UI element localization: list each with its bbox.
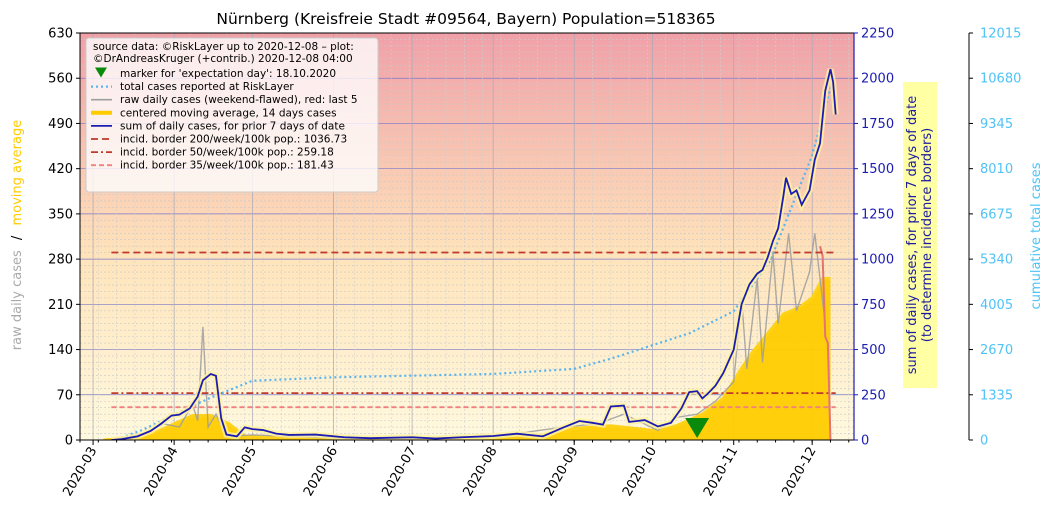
right1-tick-label: 2000 bbox=[861, 72, 894, 87]
legend-item-label: incid. border 35/week/100k pop.: 181.43 bbox=[120, 160, 334, 172]
left-tick-label: 560 bbox=[48, 72, 73, 87]
legend-item-label: raw daily cases (weekend-flawed), red: l… bbox=[120, 94, 358, 106]
left-axis-label-ma: moving average bbox=[10, 120, 25, 226]
right2-tick-label: 2670 bbox=[980, 343, 1013, 358]
x-tick-label: 2020-04 bbox=[141, 445, 181, 500]
left-tick-label: 140 bbox=[48, 343, 73, 358]
right2-tick-label: 12015 bbox=[980, 27, 1021, 42]
right2-tick-label: 10680 bbox=[980, 72, 1021, 87]
left-tick-label: 490 bbox=[48, 117, 73, 132]
right1-tick-label: 750 bbox=[861, 298, 886, 313]
right-axis-1-label-box bbox=[903, 82, 937, 388]
x-tick-label: 2020-07 bbox=[379, 445, 419, 500]
right1-tick-label: 1500 bbox=[861, 162, 894, 177]
right2-tick-label: 0 bbox=[980, 434, 988, 449]
right2-tick-label: 9345 bbox=[980, 117, 1013, 132]
left-tick-label: 0 bbox=[65, 434, 73, 449]
legend-marker-icon bbox=[95, 67, 107, 78]
right1-tick-label: 2250 bbox=[861, 27, 894, 42]
legend-box bbox=[85, 37, 379, 193]
x-tick-label: 2020-08 bbox=[460, 445, 500, 500]
left-axis-label-sep: / bbox=[10, 235, 25, 240]
right1-tick-label: 1750 bbox=[861, 117, 894, 132]
right-axis-1-label-1: sum of daily cases, for prior 7 days of … bbox=[905, 96, 920, 375]
legend-header-2: ©DrAndreasKruger (+contrib.) 2020-12-08 … bbox=[93, 53, 353, 65]
right1-tick-label: 500 bbox=[861, 343, 886, 358]
left-tick-label: 350 bbox=[48, 207, 73, 222]
right2-tick-label: 4005 bbox=[980, 298, 1013, 313]
legend-item-label: sum of daily cases, for prior 7 days of … bbox=[120, 120, 345, 132]
left-axis-label-raw: raw daily cases bbox=[10, 250, 25, 350]
x-tick-label: 2020-06 bbox=[301, 445, 341, 500]
legend-item-label: incid. border 50/week/100k pop.: 259.18 bbox=[120, 147, 334, 159]
right2-tick-label: 6675 bbox=[980, 207, 1013, 222]
marks bbox=[103, 68, 839, 440]
legend-items: marker for 'expectation day': 18.10.2020… bbox=[91, 67, 358, 172]
left-tick-label: 630 bbox=[48, 27, 73, 42]
x-tick-label: 2020-10 bbox=[620, 445, 660, 500]
right1-tick-label: 0 bbox=[861, 434, 869, 449]
right1-tick-label: 1000 bbox=[861, 253, 894, 268]
right2-tick-label: 5340 bbox=[980, 253, 1013, 268]
left-axis-label: raw daily cases / moving average bbox=[10, 120, 25, 350]
right-axis-1-label-2: (to determine incidence borders) bbox=[920, 128, 935, 343]
legend-item-label: marker for 'expectation day': 18.10.2020 bbox=[120, 68, 336, 80]
x-tick-label: 2020-11 bbox=[701, 445, 741, 500]
x-tick-label: 2020-05 bbox=[220, 445, 260, 500]
x-tick-label: 2020-03 bbox=[60, 445, 100, 500]
right1-tick-label: 250 bbox=[861, 388, 886, 403]
legend-item-label: total cases reported at RiskLayer bbox=[120, 81, 294, 93]
left-tick-label: 210 bbox=[48, 298, 73, 313]
chart-title: Nürnberg (Kreisfreie Stadt #09564, Bayer… bbox=[216, 10, 715, 28]
right2-tick-label: 8010 bbox=[980, 162, 1013, 177]
sum-7day-line bbox=[111, 68, 837, 440]
right1-tick-label: 1250 bbox=[861, 207, 894, 222]
x-tick-label: 2020-12 bbox=[779, 445, 819, 500]
x-tick-label: 2020-09 bbox=[542, 445, 582, 500]
left-tick-label: 420 bbox=[48, 162, 73, 177]
legend-item-label: centered moving average, 14 days cases bbox=[120, 107, 337, 119]
legend-header-1: source data: ©RiskLayer up to 2020-12-08… bbox=[93, 41, 354, 53]
legend: source data: ©RiskLayer up to 2020-12-08… bbox=[85, 37, 379, 193]
left-tick-label: 70 bbox=[56, 388, 73, 403]
expectation-day-marker bbox=[685, 418, 710, 438]
left-tick-label: 280 bbox=[48, 253, 73, 268]
legend-item-label: incid. border 200/week/100k pop.: 1036.7… bbox=[120, 134, 347, 146]
right-axis-2-label: cumulative total cases bbox=[1029, 162, 1044, 309]
right2-tick-label: 1335 bbox=[980, 388, 1013, 403]
